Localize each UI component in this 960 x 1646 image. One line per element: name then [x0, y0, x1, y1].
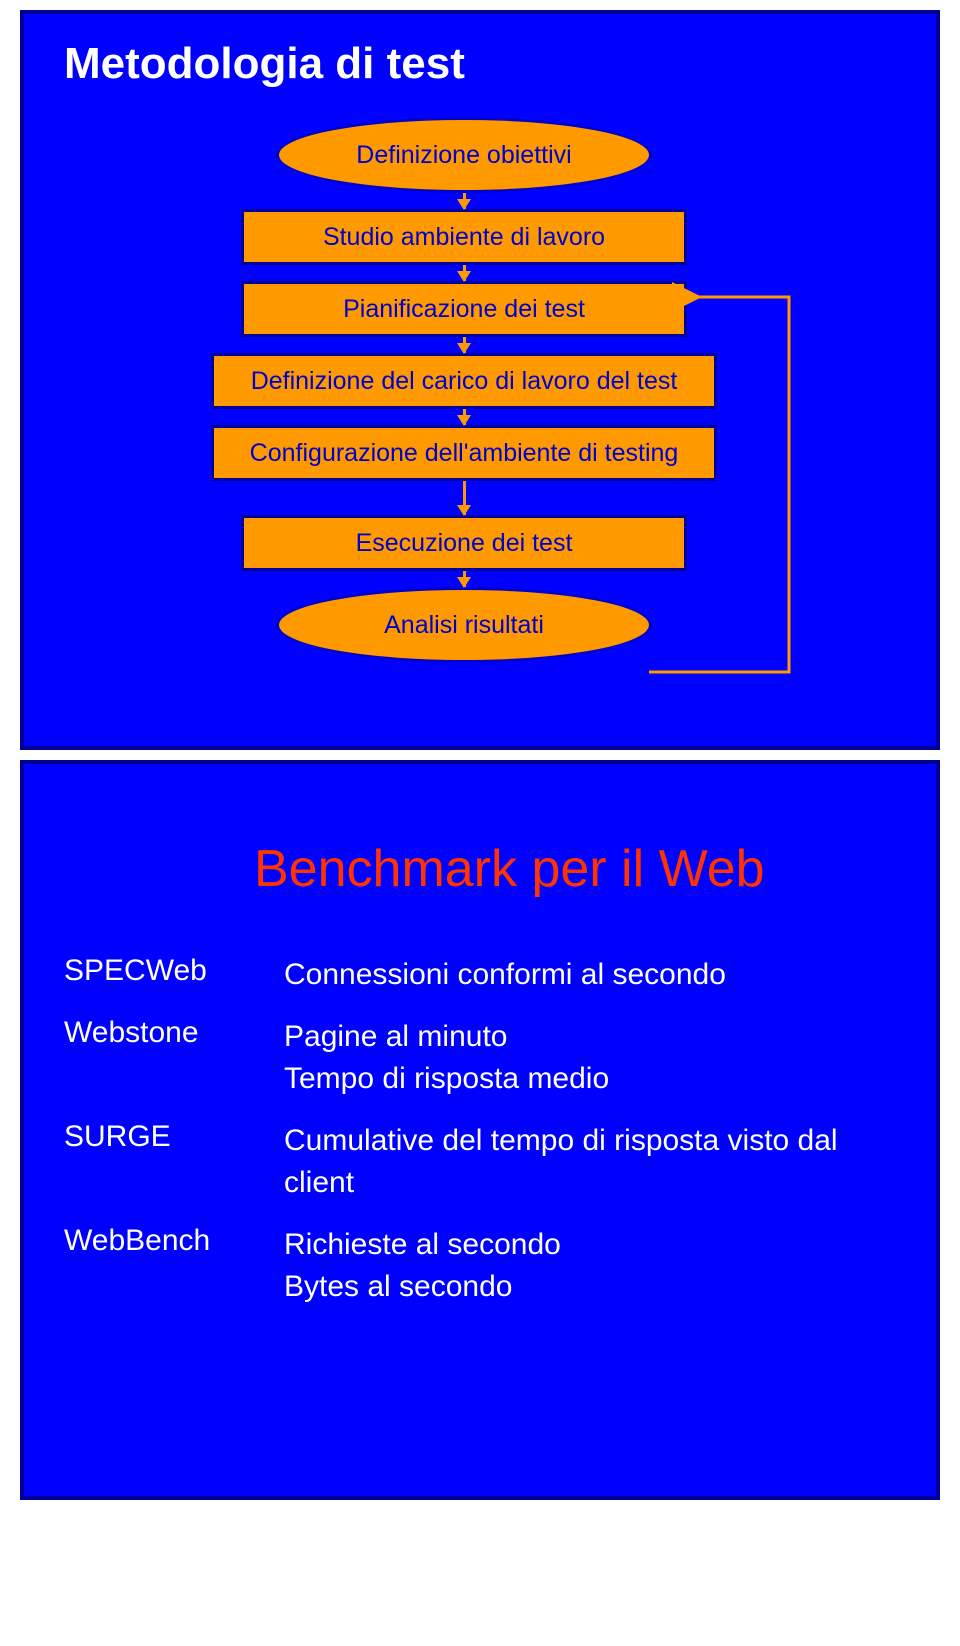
node-pianificazione: Pianificazione dei test — [241, 281, 687, 337]
arrow-icon — [463, 265, 466, 281]
arrow-icon — [463, 337, 466, 353]
bench-desc: Richieste al secondo Bytes al secondo — [284, 1224, 561, 1308]
arrow-icon — [463, 193, 466, 209]
arrow-icon — [463, 571, 466, 587]
node-label: Configurazione dell'ambiente di testing — [250, 439, 679, 468]
bench-desc-line: Bytes al secondo — [284, 1266, 561, 1308]
node-label: Studio ambiente di lavoro — [323, 223, 605, 252]
bench-desc: Cumulative del tempo di risposta visto d… — [284, 1120, 864, 1204]
bench-row-webstone: Webstone Pagine al minuto Tempo di rispo… — [54, 1016, 906, 1100]
bench-desc-line: Richieste al secondo — [284, 1224, 561, 1266]
bench-desc-line: Connessioni conformi al secondo — [284, 954, 726, 996]
bench-name: WebBench — [54, 1224, 284, 1308]
node-label: Pianificazione dei test — [343, 295, 585, 324]
bench-name: SPECWeb — [54, 954, 284, 996]
arrow-icon — [463, 481, 466, 515]
flowchart-container: Definizione obiettivi Studio ambiente di… — [174, 117, 754, 663]
bench-desc: Connessioni conformi al secondo — [284, 954, 726, 996]
slide-metodologia: Metodologia di test Definizione obiettiv… — [20, 10, 940, 750]
node-label: Definizione obiettivi — [356, 141, 571, 170]
node-label: Esecuzione dei test — [356, 529, 573, 558]
slide-benchmark: Benchmark per il Web SPECWeb Connessioni… — [20, 760, 940, 1500]
bench-row-webbench: WebBench Richieste al secondo Bytes al s… — [54, 1224, 906, 1308]
node-config: Configurazione dell'ambiente di testing — [211, 425, 717, 481]
bench-desc-line: Tempo di risposta medio — [284, 1058, 609, 1100]
node-analisi: Analisi risultati — [276, 587, 652, 663]
slide2-title: Benchmark per il Web — [254, 839, 906, 899]
node-label: Definizione del carico di lavoro del tes… — [251, 367, 678, 396]
node-esecuzione: Esecuzione dei test — [241, 515, 687, 571]
bench-desc-line: Cumulative del tempo di risposta visto d… — [284, 1120, 864, 1204]
node-carico: Definizione del carico di lavoro del tes… — [211, 353, 717, 409]
node-label: Analisi risultati — [384, 611, 544, 640]
arrow-icon — [463, 409, 466, 425]
bench-row-specweb: SPECWeb Connessioni conformi al secondo — [54, 954, 906, 996]
bench-name: SURGE — [54, 1120, 284, 1204]
slide1-title: Metodologia di test — [64, 39, 906, 89]
bench-desc-line: Pagine al minuto — [284, 1016, 609, 1058]
bench-name: Webstone — [54, 1016, 284, 1100]
bench-desc: Pagine al minuto Tempo di risposta medio — [284, 1016, 609, 1100]
node-studio: Studio ambiente di lavoro — [241, 209, 687, 265]
bench-row-surge: SURGE Cumulative del tempo di risposta v… — [54, 1120, 906, 1204]
node-obiettivi: Definizione obiettivi — [276, 117, 652, 193]
